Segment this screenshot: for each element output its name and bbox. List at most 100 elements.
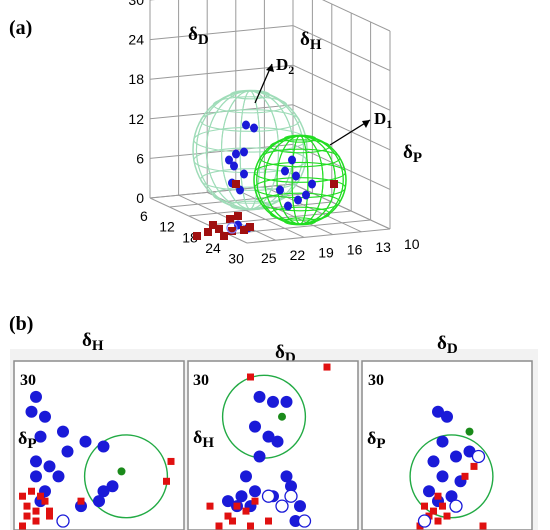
bad-solvent-point	[226, 215, 234, 223]
bad-solvent-point	[421, 502, 428, 510]
bad-solvent-point	[167, 457, 175, 465]
good-solvent-point	[262, 430, 275, 443]
bad-solvent-point	[330, 180, 338, 188]
tick-label-dP: 24	[128, 32, 144, 48]
circle-center-point	[465, 427, 474, 436]
good-solvent-point	[106, 480, 119, 493]
sphere-meridian	[256, 135, 344, 225]
tick-label-dD: 30	[228, 251, 244, 267]
good-solvent-point	[230, 161, 238, 171]
tick-label-dD: 24	[205, 240, 221, 256]
good-solvent-point	[97, 485, 110, 498]
subplot-1-title: δH	[82, 330, 104, 354]
bad-solvent-point	[215, 225, 223, 233]
bad-solvent-point	[163, 477, 170, 485]
bad-solvent-point	[416, 522, 424, 530]
sphere-latitude	[200, 168, 300, 191]
bad-solvent-point	[41, 497, 49, 505]
circle-center-point	[117, 467, 126, 476]
panel-a-label: (a)	[9, 17, 32, 39]
open-point	[449, 499, 463, 513]
good-solvent-point	[39, 410, 51, 423]
good-solvent-point	[450, 450, 462, 463]
panel-b-projections: δH δD δD 30 δP 30 δH 30 δP	[10, 330, 538, 530]
good-solvent-point	[423, 485, 435, 498]
bad-solvent-point	[37, 492, 44, 500]
sphere-latitude	[259, 192, 341, 212]
panel-a-3d-chart: δD δH δP 0612182430612182430101316192225…	[128, 0, 422, 267]
good-solvent-point	[271, 435, 284, 448]
good-solvent-point	[289, 515, 302, 528]
open-point	[471, 449, 486, 464]
good-solvent-point	[441, 410, 453, 423]
sphere-latitude	[212, 186, 288, 204]
bad-solvent-point	[251, 497, 259, 505]
sphere-label-D1: D1	[374, 109, 392, 131]
good-solvent-point	[288, 155, 296, 165]
circle-center-point	[278, 412, 286, 421]
bad-solvent-point	[193, 232, 201, 240]
open-point	[275, 499, 289, 513]
good-solvent-point	[43, 460, 56, 473]
bad-solvent-point	[240, 226, 248, 234]
tick-label-dP: 30	[128, 0, 144, 8]
bad-solvent-point	[224, 512, 232, 520]
good-solvent-point	[253, 390, 266, 403]
subplot-1: 30 δP	[13, 360, 185, 530]
subplot-2-title: δD	[275, 342, 296, 366]
bad-solvent-point	[19, 492, 26, 500]
arrow-D1	[329, 119, 371, 146]
good-solvent-point	[250, 123, 258, 133]
good-solvent-point	[267, 395, 279, 408]
good-solvent-point	[294, 500, 306, 513]
floor-grid-line	[169, 192, 313, 208]
bad-solvent-point	[233, 502, 241, 510]
bad-solvent-point	[32, 517, 40, 525]
subplot-3-ylabel: δP	[367, 428, 386, 452]
good-solvent-point	[52, 470, 65, 483]
open-point	[261, 489, 276, 503]
back-wall-grid-line	[321, 0, 391, 32]
tick-label-dP: 18	[128, 71, 144, 87]
good-solvent-point	[240, 470, 252, 483]
sphere-latitude	[269, 139, 331, 154]
floor-grid-line	[206, 191, 305, 238]
good-solvent-point	[280, 395, 293, 408]
subplot-2-ylabel: δH	[193, 427, 214, 451]
floor-grid-line	[149, 197, 248, 244]
sphere-label-D2: D2	[276, 55, 294, 77]
subplot-1-ylabel: δP	[18, 428, 37, 452]
bad-solvent-point	[242, 507, 250, 515]
tick-label-dD: 6	[140, 208, 148, 224]
tick-label-dD: 12	[159, 219, 175, 235]
good-solvent-point	[302, 190, 310, 200]
bad-solvent-point	[28, 487, 35, 495]
good-solvent-point	[97, 440, 110, 453]
tick-label-dH: 25	[261, 250, 277, 266]
bad-solvent-point	[204, 228, 212, 236]
good-solvent-point	[284, 201, 292, 211]
axis-title-dP-symbol: δP	[403, 142, 422, 166]
sphere-latitude	[193, 147, 307, 174]
bad-solvent-point	[247, 522, 254, 530]
bad-solvent-point	[32, 507, 40, 515]
bad-solvent-point	[443, 512, 451, 520]
bad-solvent-point	[323, 363, 331, 371]
subplot-3-ymax: 30	[368, 372, 384, 389]
open-point	[284, 489, 298, 503]
sphere-latitude	[254, 161, 346, 183]
open-point	[297, 514, 312, 528]
tick-label-dP: 6	[136, 150, 144, 166]
good-solvent-point	[61, 445, 74, 458]
points-3d	[193, 120, 338, 240]
sphere-meridian	[195, 90, 305, 210]
good-solvent-point	[222, 495, 234, 508]
bad-solvent-point	[430, 507, 437, 515]
good-solvent-point	[280, 470, 293, 483]
bad-solvent-point	[46, 512, 53, 520]
open-point	[417, 514, 432, 528]
floor-grid-line	[227, 219, 371, 235]
good-solvent-point	[292, 171, 300, 181]
solubility-circle	[409, 434, 494, 519]
